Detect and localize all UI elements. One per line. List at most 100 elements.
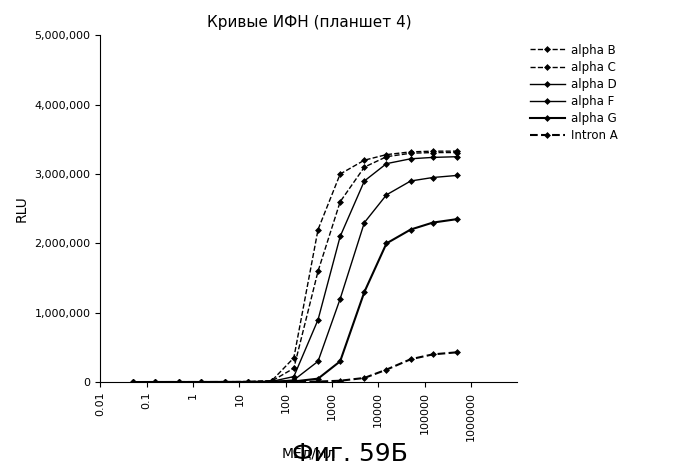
alpha D [428,155,437,160]
alpha D [197,379,206,385]
alpha G [336,358,345,364]
alpha C [268,378,276,384]
alpha F [243,379,252,384]
alpha B [129,379,137,385]
Intron A [407,356,415,362]
Intron A [453,350,461,355]
alpha C [175,379,183,384]
alpha C [407,151,415,156]
alpha G [151,379,159,385]
alpha G [268,379,276,384]
alpha F [221,379,229,384]
Intron A [129,379,137,385]
alpha G [453,216,461,222]
Line: alpha G: alpha G [131,217,459,384]
alpha B [407,149,415,155]
Line: alpha D: alpha D [131,155,459,384]
alpha C [453,150,461,155]
alpha B [221,379,229,384]
alpha D [151,379,159,385]
Intron A [221,379,229,385]
alpha G [175,379,183,385]
alpha C [382,154,391,159]
alpha G [382,240,391,246]
alpha D [221,379,229,384]
alpha F [175,379,183,385]
alpha D [289,374,298,379]
Intron A [289,379,298,384]
Legend: alpha B, alpha C, alpha D, alpha F, alpha G, Intron A: alpha B, alpha C, alpha D, alpha F, alph… [527,41,620,144]
alpha G [197,379,206,385]
alpha C [428,150,437,155]
alpha F [407,178,415,184]
alpha C [221,379,229,384]
alpha D [453,154,461,159]
alpha D [129,379,137,385]
alpha C [197,379,206,384]
alpha D [382,161,391,166]
alpha B [197,379,206,384]
alpha B [453,148,461,154]
alpha F [314,358,322,364]
alpha F [289,377,298,383]
Intron A [175,379,183,385]
alpha C [314,268,322,274]
Line: alpha F: alpha F [131,173,459,384]
Intron A [360,375,368,381]
alpha F [382,192,391,198]
alpha B [243,379,252,384]
alpha G [314,376,322,382]
alpha G [428,220,437,226]
alpha B [428,148,437,154]
alpha F [360,220,368,226]
alpha F [268,379,276,384]
Y-axis label: RLU: RLU [15,195,29,222]
X-axis label: МЕд/мл: МЕд/мл [282,446,336,460]
alpha G [289,379,298,384]
alpha C [289,365,298,371]
alpha F [428,175,437,180]
alpha F [453,172,461,178]
Intron A [151,379,159,385]
alpha D [175,379,183,385]
Title: Кривые ИФН (планшет 4): Кривые ИФН (планшет 4) [206,15,411,30]
Line: Intron A: Intron A [131,350,459,384]
alpha C [360,164,368,170]
alpha F [129,379,137,385]
alpha G [129,379,137,385]
alpha D [336,233,345,239]
Intron A [428,351,437,357]
alpha C [151,379,159,384]
alpha B [314,227,322,233]
Intron A [336,378,345,384]
Line: alpha C: alpha C [131,151,459,384]
alpha B [382,152,391,158]
alpha G [407,227,415,233]
alpha G [243,379,252,385]
alpha B [175,379,183,384]
Intron A [243,379,252,385]
Intron A [382,367,391,372]
alpha D [360,178,368,184]
alpha B [336,171,345,177]
alpha G [221,379,229,385]
Intron A [197,379,206,385]
alpha F [151,379,159,385]
alpha D [314,317,322,322]
Line: alpha B: alpha B [131,149,459,384]
Intron A [268,379,276,385]
alpha D [407,156,415,162]
alpha B [289,355,298,361]
Text: Фиг. 59Б: Фиг. 59Б [291,442,408,466]
Intron A [314,379,322,384]
alpha C [336,199,345,205]
alpha B [268,378,276,384]
alpha F [336,296,345,302]
alpha B [360,158,368,163]
alpha D [268,379,276,384]
alpha C [129,379,137,385]
alpha B [151,379,159,384]
alpha C [243,379,252,384]
alpha D [243,379,252,384]
alpha F [197,379,206,385]
